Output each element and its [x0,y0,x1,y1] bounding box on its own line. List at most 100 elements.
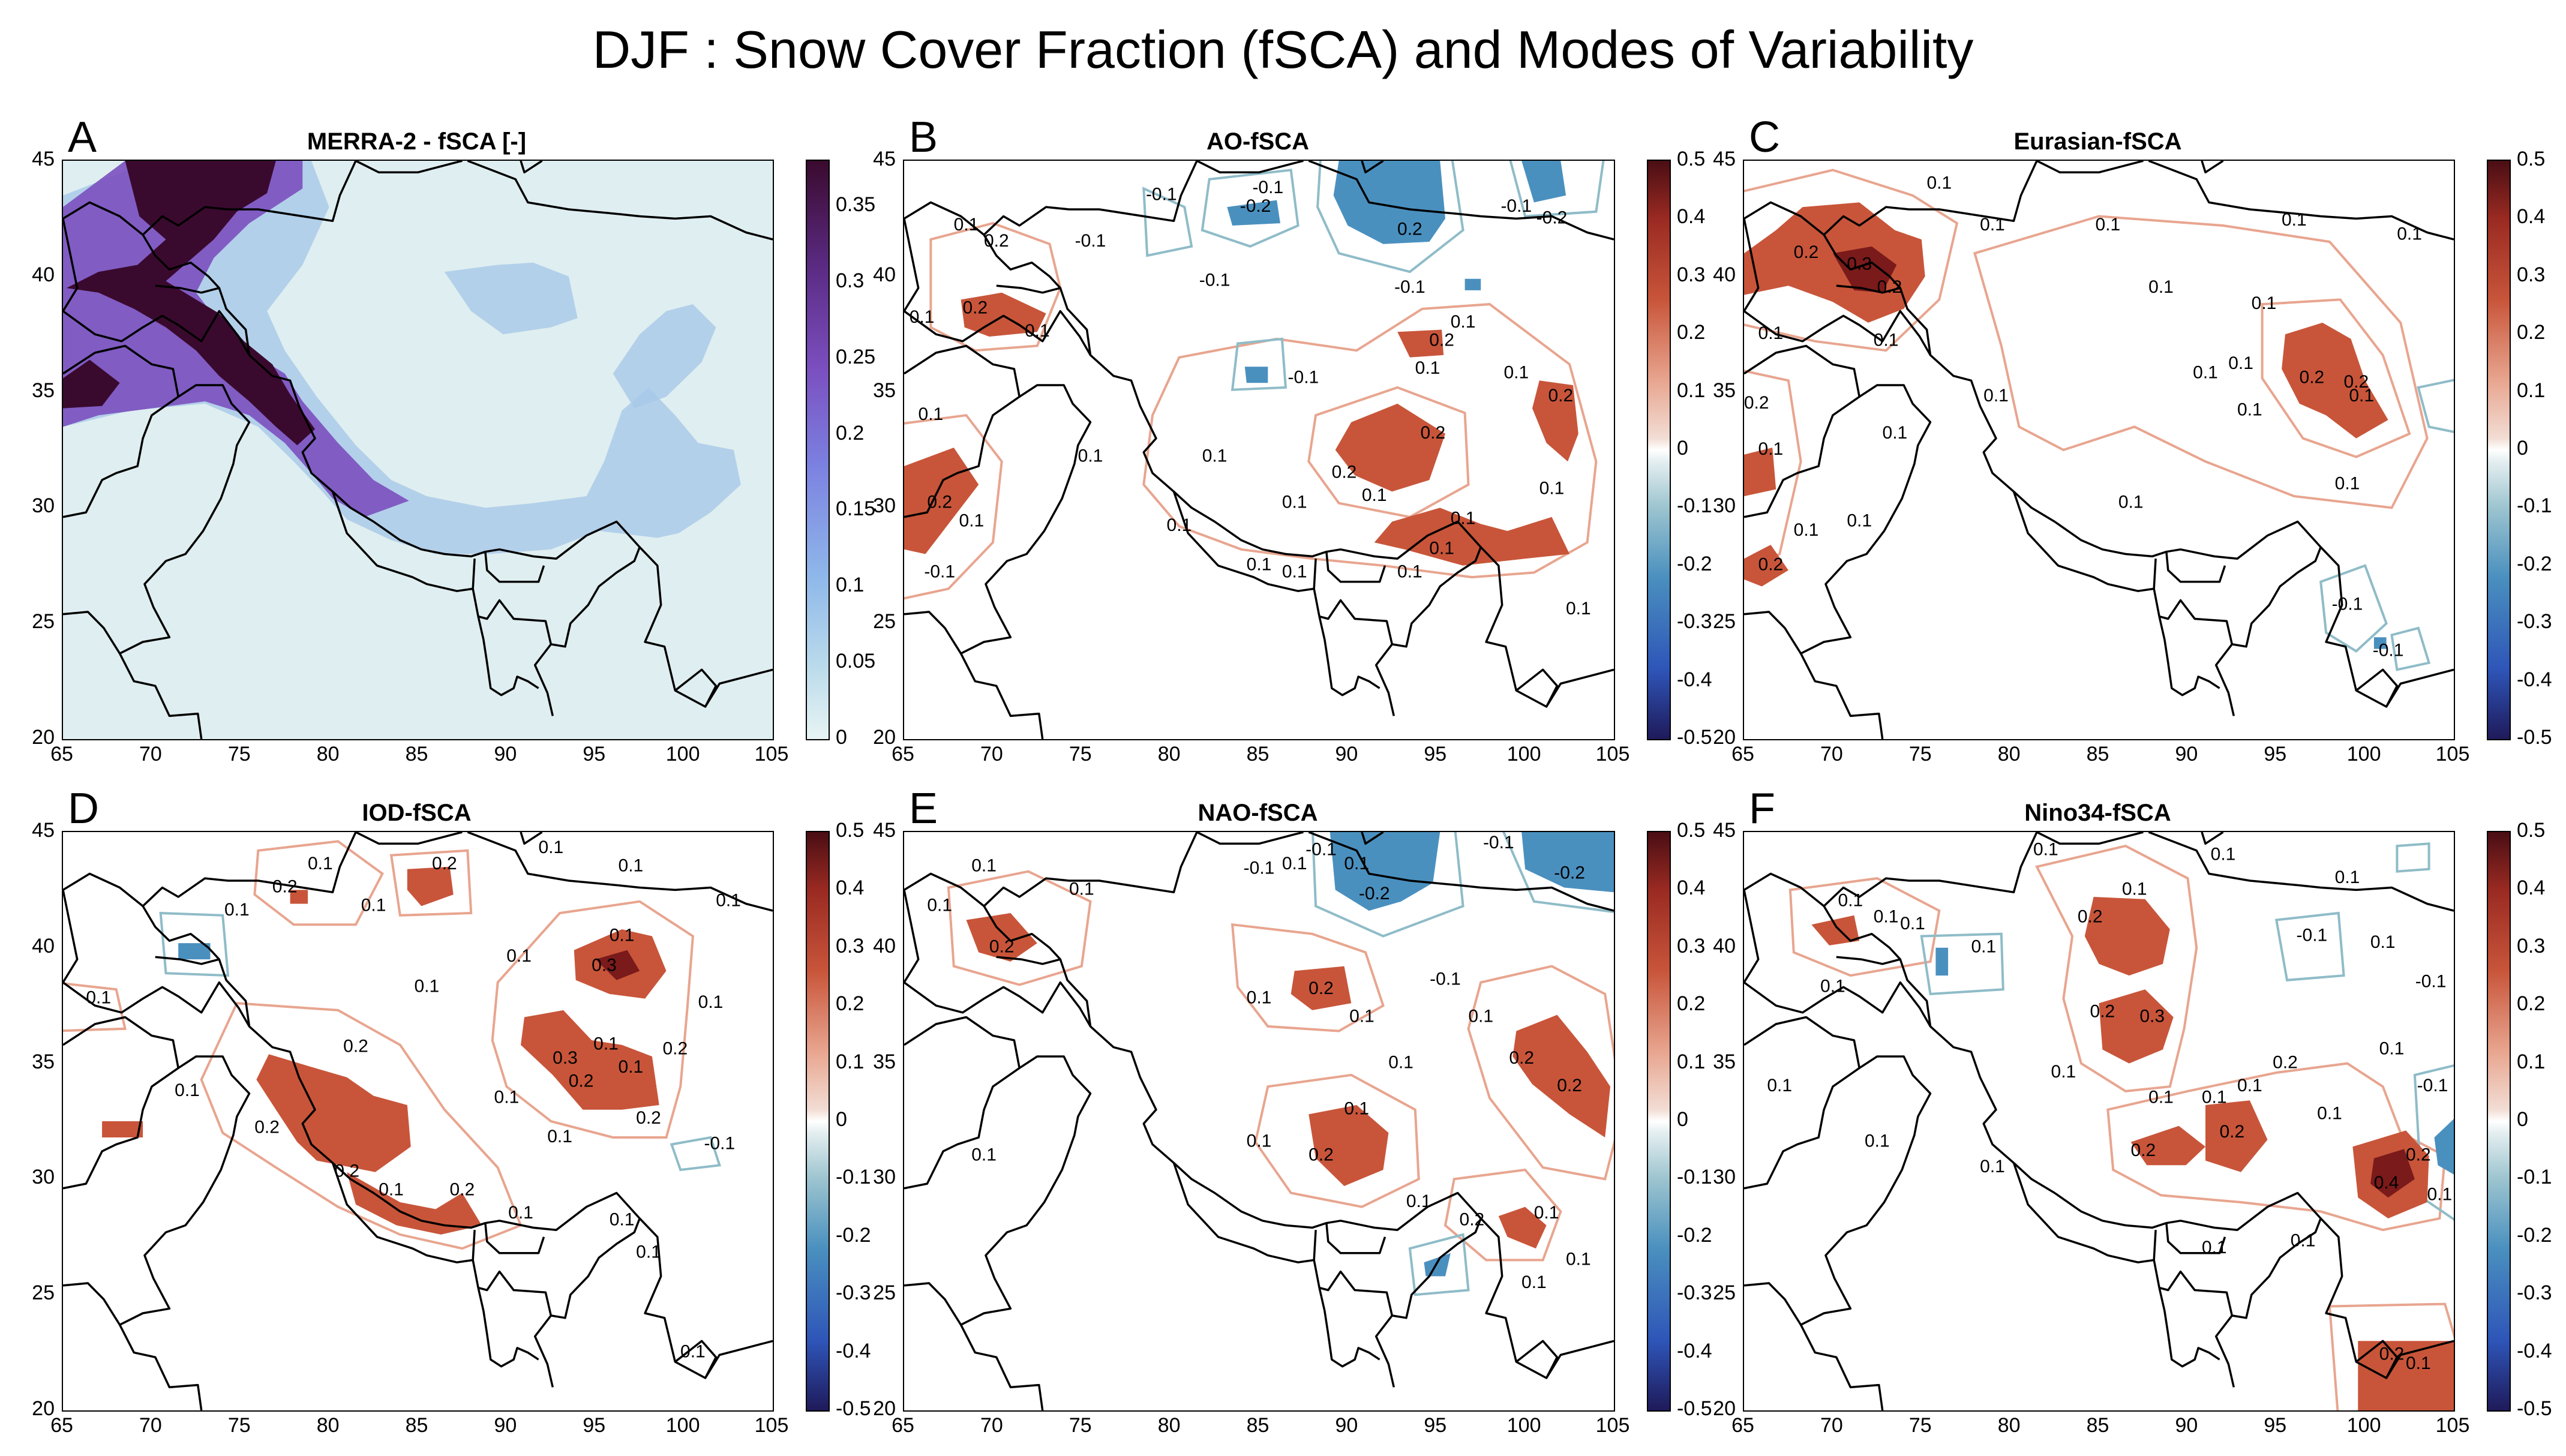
x-tick-label: 95 [583,1414,606,1437]
contour-label: 0.1 [2349,386,2374,406]
x-tick-label: 105 [1595,1414,1630,1437]
colorbar-tick-label: -0.1 [1677,494,1712,518]
map-plot-area[interactable]: 0.1 0.2 0.1 0.2 0.1 0.1 0.1 0.1 0.1 0.1 0.1 0.3 0.1 0… [62,831,774,1412]
y-tick-label: 35 [873,379,896,402]
colorbar [1647,831,1671,1412]
colorbar-tick-label: 0 [2517,1108,2528,1131]
contour-label: 0.2 [2273,1053,2298,1073]
colorbar-tick-label: -0.1 [1677,1166,1712,1189]
contour-label: 0.1 [494,1087,520,1107]
contour-label: 0.1 [1388,1053,1413,1073]
country-border [2012,1162,2157,1263]
colorbar-tick-label: 0.2 [2517,992,2546,1016]
contour-label: 0.1 [680,1342,706,1362]
contour-label: 0.1 [610,925,635,945]
y-tick-label: 25 [1713,610,1736,634]
country-border [2148,161,2300,215]
negative-contour [2274,911,2345,981]
country-border [1823,234,1902,294]
x-tick-label: 90 [494,1414,517,1437]
country-border [904,832,1198,908]
colorbar-tick-label: 0.3 [1677,934,1706,957]
country-border [1172,1162,1317,1263]
contour-label: 0.2 [2343,372,2369,392]
x-tick-label: 105 [2435,743,2470,765]
colorbar-tick-label: 0.4 [836,876,865,900]
contour-label: 0.2 [1548,386,1573,406]
map-plot-area[interactable]: 0.1 0.1 0.1 0.1 0.1 0.2 0.3 0.2 0.1 0.1 0.1 0.1 0.1 0… [1743,160,2455,740]
y-tick-label: 40 [873,934,896,957]
x-tick-label: 65 [1731,1414,1754,1437]
contour-label: 0.1 [1167,515,1192,535]
country-border [983,905,1062,965]
contour-label: 0.1 [2335,867,2360,887]
negative-contour [2396,842,2430,873]
country-border [218,959,773,1379]
negative-contour [159,911,230,977]
country-border [2355,668,2399,707]
country-border [1515,1340,1559,1379]
panel-title: MERRA-2 - fSCA [-] [307,128,527,155]
positive-correlation-patch [1832,246,1897,293]
x-tick-label: 75 [1069,1414,1092,1437]
x-tick-label: 80 [1997,1414,2021,1437]
colorbar-tick-label: -0.5 [1677,1397,1712,1420]
contour-label: 0.2 [2379,1344,2405,1364]
x-tick-label: 65 [892,743,914,765]
map-svg: -0.1-0.20.10.2 -0.1-0.1-0.10.20.10.1-0.1-… [904,161,1614,739]
country-border [63,1282,203,1410]
country-border [674,1340,718,1379]
colorbar [806,831,830,1412]
contour-label: 0.1 [2237,1076,2262,1095]
negative-contour [1502,832,1614,914]
contour-label: 0.1 [1838,891,1863,911]
country-border [2355,1340,2399,1379]
y-tick-label: 45 [1713,819,1736,842]
colorbar-tick-label: -0.3 [836,1281,871,1305]
negative-contour [1142,187,1193,257]
contour-label: -0.1 [1483,833,1514,852]
contour-label: 0.1 [2397,224,2422,244]
colorbar-tick-label: 0.3 [2517,934,2546,957]
country-border [119,384,251,655]
contour-label: 0.1 [1415,358,1440,378]
x-tick-label: 85 [2086,743,2109,765]
x-tick-label: 75 [1069,743,1092,765]
map-plot-area[interactable]: 0.1 0.1 0.1 0.1 0.1 0.1 0.1 0.1 0.2 0.1 -0.1 0.1 -0.… [1743,831,2455,1412]
contour-label: -0.1 [704,1134,735,1154]
y-tick-label: 30 [32,1166,55,1189]
contour-label: 0.1 [2427,1184,2452,1204]
contour-label: 0.1 [1539,479,1565,499]
contour-label: 0.2 [2078,907,2103,927]
x-tick-label: 85 [2086,1414,2109,1437]
map-plot-area[interactable] [62,160,774,740]
country-border [1744,161,2038,236]
contour-label: 0.2 [1429,331,1454,350]
x-tick-label: 80 [1157,1414,1181,1437]
map-plot-area[interactable]: 0.1 -0.1 0.1 -0.1 0.1 -0.2 -0.1 -0.2 0.1 0.2 0.1 0.… [903,831,1615,1412]
negative-correlation-patch [2373,637,2387,649]
x-tick-label: 100 [1506,1414,1541,1437]
y-tick-label: 35 [873,1050,896,1073]
contour-label: 0.1 [2237,400,2262,419]
contour-label: 0.2 [989,937,1015,957]
contour-label: 0.2 [2219,1122,2244,1142]
country-border [2201,832,2224,845]
x-tick-label: 100 [665,1414,700,1437]
country-border [904,890,920,983]
contour-label: 0.1 [1983,386,2009,406]
colorbar-tick-label: -0.2 [2517,552,2552,575]
contour-label: 0.2 [1460,1210,1485,1230]
y-tick-label: 40 [32,263,55,286]
colorbar [806,160,830,740]
map-plot-area[interactable]: -0.1 -0.2 0.1 0.2 -0.1 -0.1 -0.1 0.2 0.1 0.1 -0.1-… [903,160,1615,740]
contour-label: 0.1 [1521,1272,1547,1292]
country-border [1823,905,1902,965]
contour-label: 0.1 [1406,1191,1431,1211]
contour-label: 0.1 [2291,1230,2316,1250]
country-border [472,1260,554,1388]
fsca-field [444,262,578,335]
x-tick-label: 95 [2264,1414,2287,1437]
y-tick-label: 40 [32,934,55,957]
contour-label: 0.1 [2118,493,2144,512]
